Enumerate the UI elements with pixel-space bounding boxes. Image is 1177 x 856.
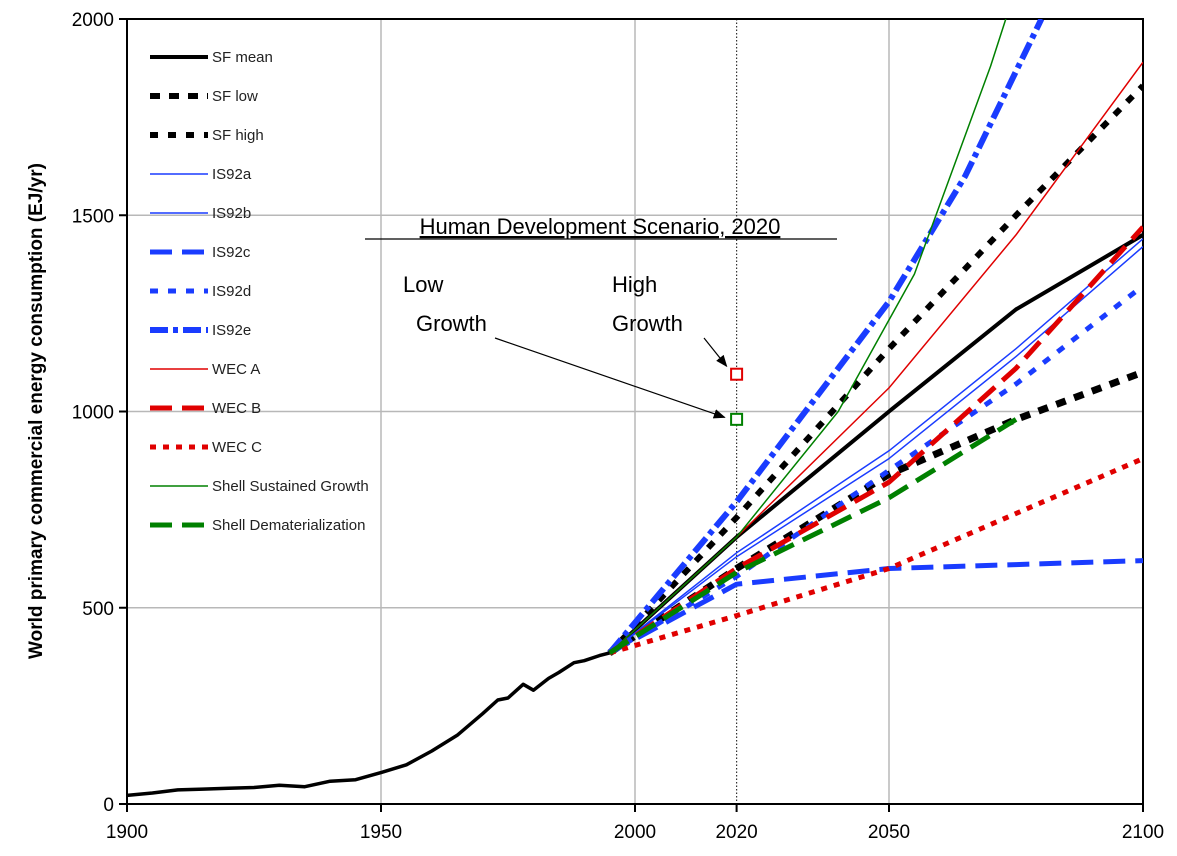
- legend-entry: SF mean: [212, 49, 273, 66]
- low-growth-label-line1: Low: [403, 272, 443, 297]
- marker-high-growth: [730, 367, 744, 381]
- y-tick-label: 500: [82, 599, 114, 620]
- legend-entry: SF low: [212, 88, 258, 105]
- y-tick-label: 1500: [72, 206, 114, 227]
- series-line-is92e: [607, 19, 1045, 655]
- legend-entry: IS92c: [212, 244, 251, 261]
- series-line-wec-c: [608, 456, 1143, 656]
- high-growth-label-line1: High: [612, 272, 657, 297]
- low-growth-arrow: [494, 337, 726, 419]
- legend-entry: IS92d: [212, 283, 251, 300]
- legend-entry: IS92b: [212, 205, 251, 222]
- series-layer: [127, 19, 1143, 798]
- scenario-title: Human Development Scenario, 2020: [420, 214, 781, 239]
- legend-entry: WEC B: [212, 400, 261, 417]
- legend-entry: SF high: [212, 127, 264, 144]
- y-tick-label: 0: [103, 795, 114, 816]
- annotations: Human Development Scenario, 2020 Low Growt…: [365, 214, 837, 426]
- high-growth-arrow: [703, 337, 728, 368]
- x-tick-label: 2100: [1122, 822, 1164, 843]
- x-tick-label: 2020: [715, 822, 757, 843]
- y-tick-label: 2000: [72, 10, 114, 31]
- marker-low-growth: [730, 412, 744, 426]
- x-tick-label: 1900: [106, 822, 148, 843]
- legend-entry: IS92e: [212, 322, 251, 339]
- legend-entry: Shell Dematerialization: [212, 517, 365, 534]
- historical-line: [127, 651, 611, 798]
- legend-entry: IS92a: [212, 166, 252, 183]
- y-axis-label: World primary commercial energy consumpt…: [26, 163, 47, 659]
- low-growth-label-line2: Growth: [416, 311, 487, 336]
- series-line-is92d: [608, 283, 1143, 656]
- legend: SF mean SF low SF high IS92a IS92b IS92c IS92d…: [150, 49, 369, 534]
- y-tick-label: 1000: [72, 403, 114, 424]
- x-tick-label: 2050: [868, 822, 910, 843]
- legend-entry: WEC C: [212, 439, 262, 456]
- legend-entry: WEC A: [212, 361, 260, 378]
- legend-entry: Shell Sustained Growth: [212, 478, 369, 495]
- high-growth-label-line2: Growth: [612, 311, 683, 336]
- axes: 0 500 1000 1500 2000 1900 1950 2000 2020 2050 2100: [72, 10, 1164, 843]
- series-line-shell-sustained-growth: [609, 19, 1007, 654]
- x-tick-label: 1950: [360, 822, 402, 843]
- series-line-is92a: [609, 238, 1143, 654]
- series-line-shell-dematerialization: [608, 417, 1018, 656]
- x-tick-label: 2000: [614, 822, 656, 843]
